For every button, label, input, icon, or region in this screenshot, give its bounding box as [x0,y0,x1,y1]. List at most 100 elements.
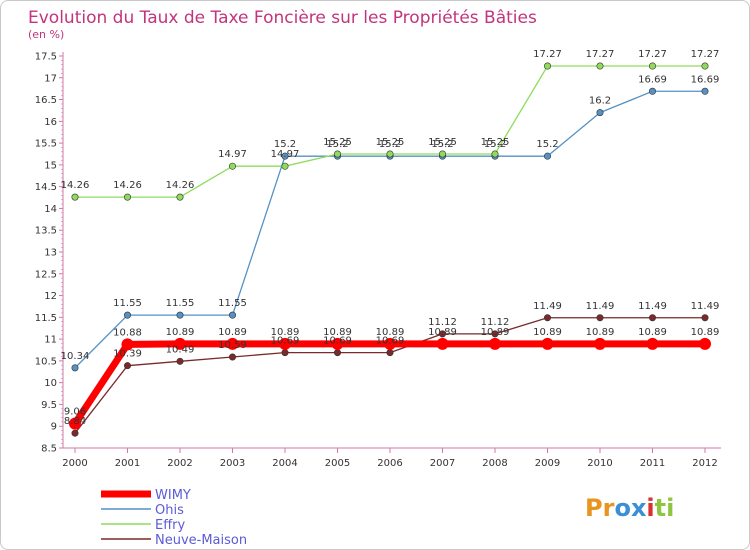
logo-letter: r [603,494,615,522]
data-label-ohis: 16.69 [691,74,720,85]
proxiti-logo-text: Proxiti [585,494,674,522]
data-point-wimy [384,337,396,350]
data-point-wimy [541,337,554,350]
data-label-wimy: 10.89 [428,327,457,338]
data-point-neuve-maison [386,349,394,357]
data-point-effry [176,193,184,201]
data-point-wimy [174,337,186,350]
data-point-effry [386,150,394,158]
data-point-ohis [648,87,656,95]
data-point-effry [124,193,132,201]
y-tick-label: 15.5 [35,139,57,150]
data-label-neuve-maison: 10.39 [113,349,142,360]
y-tick-label: 17.5 [35,52,57,63]
y-tick-label: 9.5 [41,400,57,411]
data-point-wimy [279,337,291,350]
data-point-wimy [646,337,659,350]
data-point-wimy [489,337,501,350]
y-axis-unit-label: (en %) [28,28,64,41]
data-point-effry [71,193,79,201]
y-tick-label: 13.5 [35,226,57,237]
data-label-neuve-maison: 10.69 [271,336,300,347]
data-label-wimy: 10.89 [218,327,247,338]
x-tick-label: 2007 [430,458,455,469]
data-label-effry: 14.97 [218,149,247,160]
y-tick-label: 15 [44,160,57,171]
data-label-wimy: 10.89 [166,327,195,338]
logo-letter: P [585,494,603,522]
y-tick-label: 14.5 [35,182,57,193]
data-label-effry: 15.25 [481,137,510,148]
data-point-neuve-maison [124,362,132,370]
data-point-effry [281,162,289,170]
data-label-neuve-maison: 10.69 [323,336,352,347]
data-label-ohis: 15.2 [326,139,348,150]
data-label-effry: 15.25 [323,137,352,148]
series-layer [69,62,711,437]
legend-label-neuve-maison: Neuve-Maison [155,533,247,548]
legend-label-wimy: WIMY [155,488,191,503]
data-label-effry: 17.27 [638,49,667,60]
data-label-neuve-maison: 11.12 [481,317,510,328]
data-label-effry: 15.25 [428,137,457,148]
y-tick-label: 11.5 [35,313,57,324]
data-point-effry [491,150,499,158]
data-label-wimy: 10.89 [586,327,615,338]
data-point-effry [648,62,656,70]
data-label-wimy: 10.89 [638,327,667,338]
data-label-ohis: 16.69 [638,74,667,85]
data-label-effry: 15.25 [376,137,405,148]
data-label-effry: 14.26 [61,180,90,191]
data-label-effry: 14.26 [166,180,195,191]
data-point-ohis [124,311,132,319]
data-point-wimy [594,337,606,350]
data-point-wimy [226,337,239,350]
data-label-neuve-maison: 11.49 [691,301,720,312]
axes: 8.5 9 9.5 10 10.5 11 11.5 12 12.5 13 13.5 14 14.5 15 1… [35,52,721,469]
data-point-neuve-maison [701,314,709,322]
data-label-ohis: 10.34 [61,351,90,362]
data-label-neuve-maison: 10.59 [218,340,247,351]
x-tick-label: 2001 [115,458,140,469]
y-tick-label: 16 [44,117,57,128]
data-point-effry [229,162,237,170]
y-tick-label: 9 [51,422,57,433]
data-point-neuve-maison [648,314,656,322]
x-tick-label: 2002 [167,458,192,469]
x-tick-label: 2000 [62,458,87,469]
data-label-effry: 14.26 [113,180,142,191]
data-point-wimy [69,417,81,430]
proxiti-logo: Proxiti [585,494,674,522]
data-point-wimy [121,338,134,351]
data-point-ohis [229,311,237,319]
y-tick-label: 14 [44,204,57,215]
data-label-wimy: 10.89 [323,327,352,338]
data-label-effry: 17.27 [533,49,562,60]
logo-letter: i [666,494,674,522]
data-point-effry [701,62,709,70]
data-label-ohis: 15.2 [431,139,453,150]
logo-letter: i [646,494,654,522]
y-tick-label: 10 [44,378,57,389]
data-label-wimy: 10.89 [691,327,720,338]
data-point-wimy [331,337,344,350]
data-label-ohis: 15.2 [274,139,296,150]
data-point-effry [543,62,551,70]
legend-label-effry: Effry [155,518,186,533]
data-point-effry [438,150,446,158]
x-tick-label: 2005 [325,458,350,469]
chart-title: Evolution du Taux de Taxe Foncière sur l… [28,8,537,28]
data-label-ohis: 15.2 [484,139,506,150]
data-label-ohis: 11.55 [166,298,195,309]
data-label-ohis: 15.2 [536,139,558,150]
x-tick-label: 2012 [692,458,717,469]
data-label-neuve-maison: 11.12 [428,317,457,328]
data-label-ohis: 16.2 [589,96,611,107]
legend-label-ohis: Ohis [155,503,184,518]
data-label-effry: 17.27 [691,49,720,60]
data-point-neuve-maison [543,314,551,322]
data-label-ohis: 11.55 [218,298,247,309]
data-label-neuve-maison: 10.69 [376,336,405,347]
data-point-neuve-maison [438,330,446,338]
